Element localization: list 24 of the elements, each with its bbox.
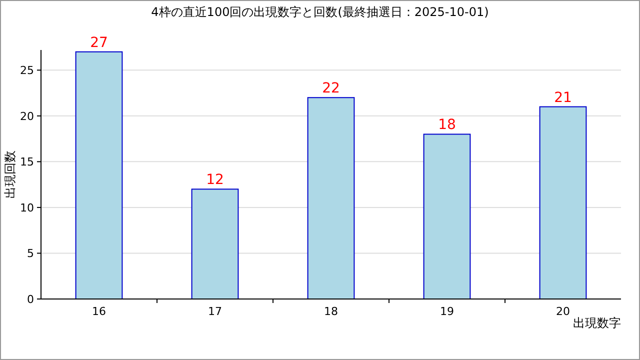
data-label: 22 [322,80,340,97]
bar [75,51,123,300]
data-label: 12 [206,172,224,188]
x-tick-label: 17 [208,305,222,318]
x-tick-label: 18 [324,305,338,318]
x-tick-label: 16 [92,305,106,318]
y-tick-label: 15 [20,156,34,169]
bar [539,106,587,300]
data-label: 27 [90,34,108,51]
y-axis-title: 出現回数 [3,150,17,198]
y-tick-label: 10 [20,201,34,214]
bar [191,188,239,300]
bar [307,97,355,300]
data-label: 18 [438,117,456,134]
y-tick-label: 5 [27,247,34,260]
y-tick-label: 20 [20,110,34,123]
x-tick-label: 19 [440,305,454,318]
bar [423,134,471,300]
chart-title: 4枠の直近100回の出現数字と回数(最終抽選日：2025-10-01) [151,5,489,19]
data-label: 21 [554,90,572,106]
y-tick-label: 0 [27,293,34,306]
x-tick-label: 20 [556,305,570,318]
x-axis-title: 出現数字 [573,316,621,330]
y-tick-label: 25 [20,64,34,78]
